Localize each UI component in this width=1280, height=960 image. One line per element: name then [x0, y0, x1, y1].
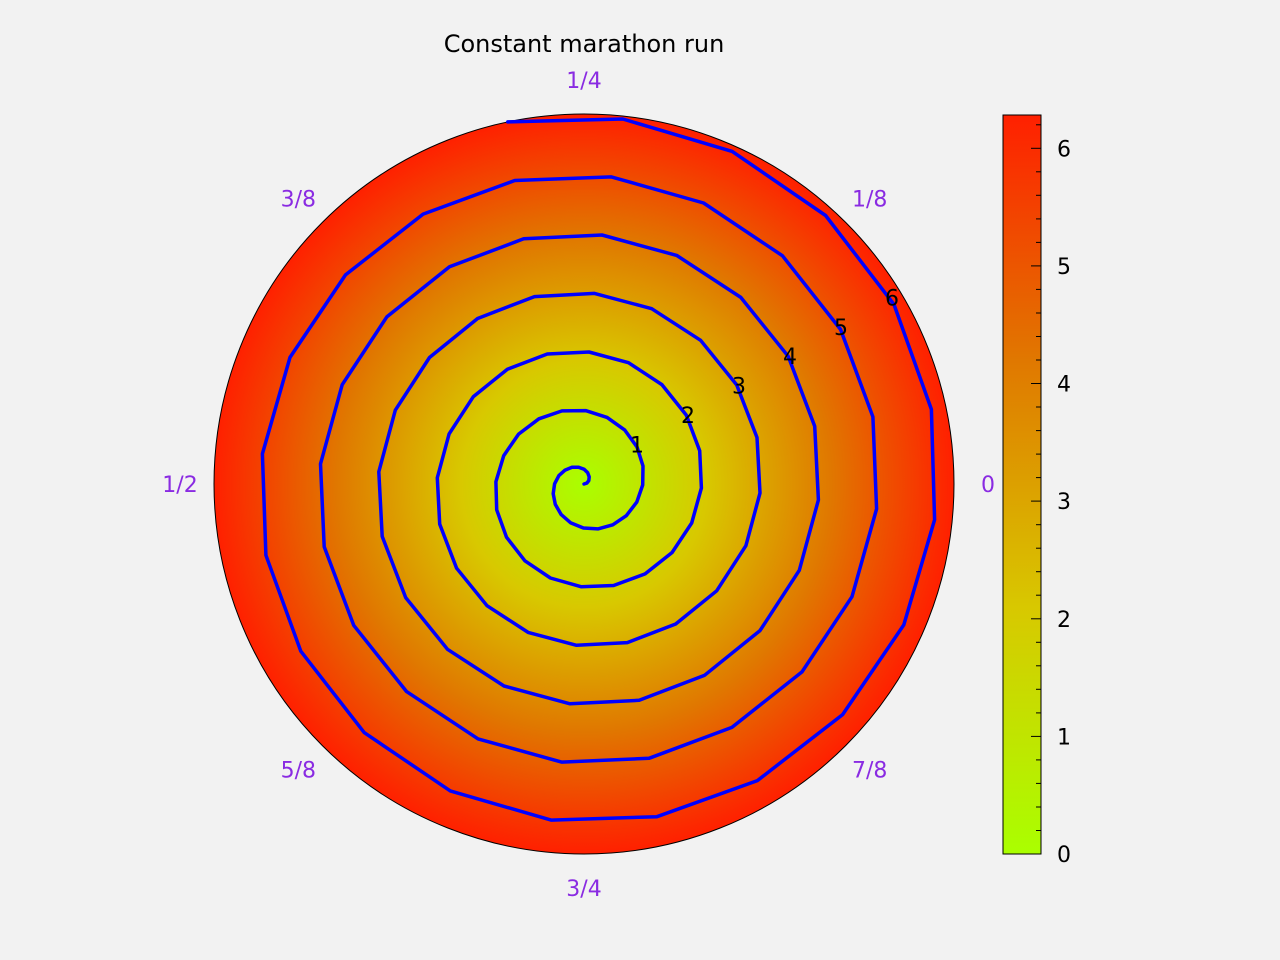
colorbar-tick-label-4: 4 [1057, 373, 1071, 398]
angle-label-7: 7/8 [852, 759, 887, 784]
colorbar: 0 1 2 3 4 5 6 [1002, 114, 1071, 868]
angle-label-2: 1/4 [566, 69, 601, 94]
radial-label-4: 5 [834, 316, 848, 341]
angle-labels: 0 1/8 1/4 3/8 1/2 5/8 3/4 7/8 [162, 69, 995, 902]
angle-label-6: 3/4 [566, 877, 601, 902]
angle-label-0: 0 [981, 473, 995, 498]
polar-plot: 0 1/8 1/4 3/8 1/2 5/8 3/4 7/8 1 2 3 4 5 6 [162, 69, 995, 902]
colorbar-ticks: 0 1 2 3 4 5 6 [1031, 124, 1071, 868]
colorbar-bar [1002, 114, 1042, 855]
colorbar-tick-label-3: 3 [1057, 490, 1071, 515]
angle-label-5: 5/8 [281, 759, 316, 784]
colorbar-tick-label-2: 2 [1057, 608, 1071, 633]
colorbar-tick-label-6: 6 [1057, 137, 1071, 162]
angle-label-3: 3/8 [281, 187, 316, 212]
radial-label-5: 6 [885, 286, 899, 311]
colorbar-tick-label-0: 0 [1057, 843, 1071, 868]
radial-label-0: 1 [630, 434, 644, 459]
angle-label-4: 1/2 [162, 473, 197, 498]
colorbar-tick-label-5: 5 [1057, 255, 1071, 280]
angle-label-1: 1/8 [852, 187, 887, 212]
radial-label-2: 3 [732, 375, 746, 400]
radial-label-3: 4 [783, 345, 797, 370]
radial-labels: 1 2 3 4 5 6 [630, 286, 899, 458]
chart-title: Constant marathon run [444, 30, 725, 58]
radial-label-1: 2 [681, 404, 695, 429]
colorbar-tick-label-1: 1 [1057, 725, 1071, 750]
spiral-line [260, 117, 937, 822]
